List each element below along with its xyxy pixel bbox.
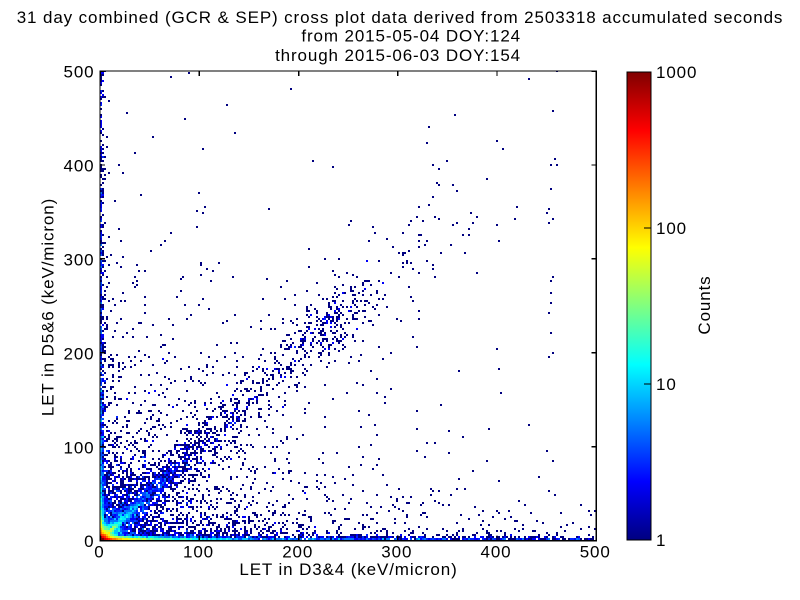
svg-text:0: 0: [84, 532, 94, 551]
svg-text:through 2015-06-03 DOY:154: through 2015-06-03 DOY:154: [275, 46, 521, 65]
svg-text:Counts: Counts: [695, 275, 714, 334]
svg-text:100: 100: [183, 543, 214, 562]
svg-text:200: 200: [282, 543, 313, 562]
svg-text:100: 100: [656, 219, 687, 238]
svg-text:500: 500: [580, 543, 611, 562]
svg-text:200: 200: [63, 344, 94, 363]
svg-text:1: 1: [656, 531, 666, 550]
svg-text:from 2015-05-04 DOY:124: from 2015-05-04 DOY:124: [301, 27, 521, 46]
svg-text:400: 400: [63, 157, 94, 176]
svg-text:0: 0: [94, 543, 104, 562]
svg-text:400: 400: [480, 543, 511, 562]
svg-text:100: 100: [63, 438, 94, 457]
svg-text:300: 300: [381, 543, 412, 562]
svg-text:10: 10: [656, 375, 677, 394]
svg-text:500: 500: [63, 63, 94, 82]
svg-text:LET in D5&6 (keV/micron): LET in D5&6 (keV/micron): [39, 198, 58, 416]
svg-text:31 day combined (GCR & SEP) cr: 31 day combined (GCR & SEP) cross plot d…: [17, 8, 784, 27]
svg-text:LET in D3&4 (keV/micron): LET in D3&4 (keV/micron): [239, 560, 457, 579]
svg-text:300: 300: [63, 251, 94, 270]
svg-text:1000: 1000: [656, 63, 697, 82]
